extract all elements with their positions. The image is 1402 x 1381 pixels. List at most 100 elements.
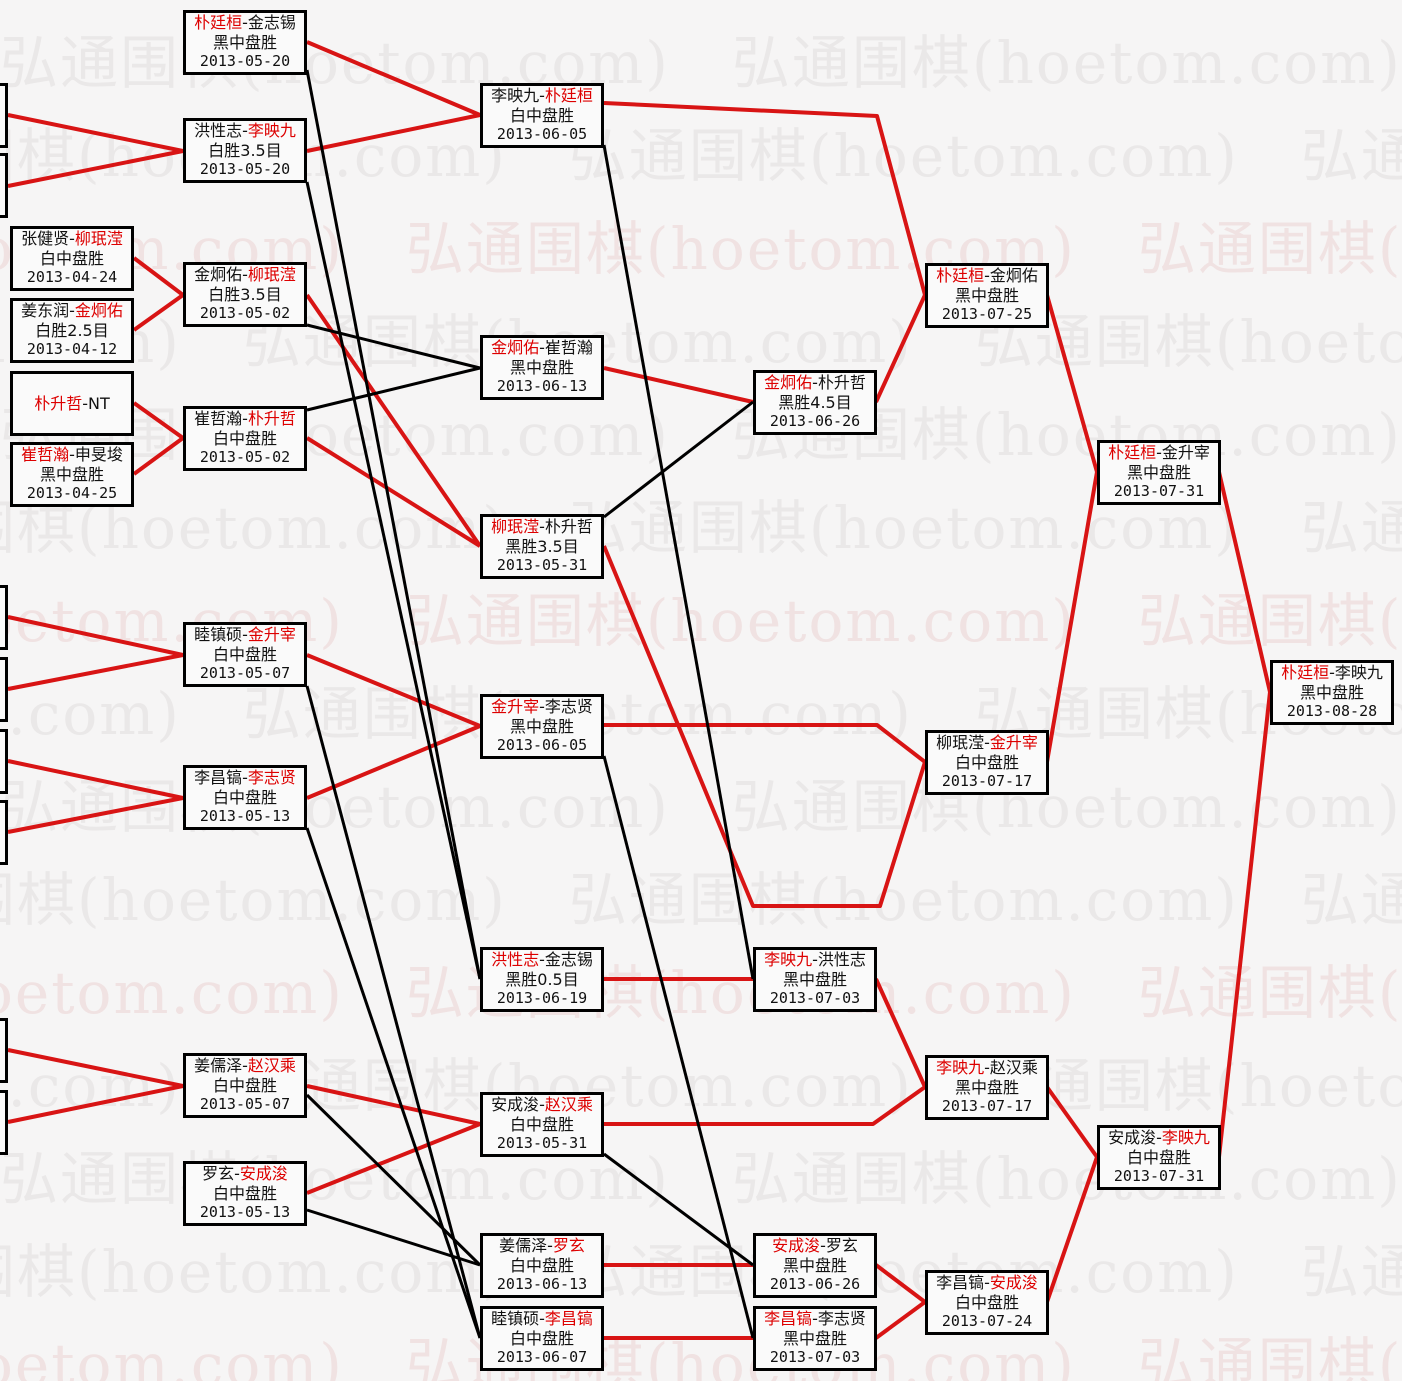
- match-players: 安成浚-罗玄: [756, 1236, 874, 1256]
- player-separator: -: [812, 373, 818, 393]
- player-name-2: 朴升哲: [544, 517, 593, 537]
- player-separator: -: [820, 1236, 826, 1256]
- player-name-2: 崔哲瀚: [544, 338, 593, 358]
- watermark-text: 弘通围棋(hoetom.com) 弘通围棋(hoetom.com) 弘通围棋(h…: [0, 866, 1402, 934]
- match-result: 白中盘胜: [954, 1292, 1019, 1312]
- winner-advance-line: [132, 401, 185, 440]
- match-box: 柳珉滢-朴升哲 黑胜3.5目 2013-05-31: [480, 514, 604, 579]
- player-name-1: 安成浚: [772, 1236, 821, 1256]
- player-separator: -: [69, 301, 75, 321]
- match-date: 2013-07-25: [941, 305, 1033, 324]
- player-name-2: 朴升哲: [247, 409, 296, 429]
- match-result: 白中盘胜: [212, 787, 277, 807]
- player-name-2: 李映九: [1161, 1128, 1210, 1148]
- player-separator: -: [242, 1056, 248, 1076]
- player-name-2: 金炯佑: [74, 301, 123, 321]
- match-box: 睦镇硕-李昌镐 白中盘胜 2013-06-07: [480, 1306, 604, 1371]
- match-box: 朴廷桓-金升宰 黑中盘胜 2013-07-31: [1097, 440, 1221, 505]
- match-box: 安成浚-李映九 白中盘胜 2013-07-31: [1097, 1125, 1221, 1190]
- match-date: 2013-05-20: [199, 52, 291, 71]
- winner-advance-line: [1045, 471, 1099, 763]
- player-separator: -: [234, 1164, 240, 1184]
- player-name-1: 李映九: [936, 1058, 985, 1078]
- match-players: 崔哲瀚-朴升哲: [186, 409, 304, 429]
- player-name-1: 金炯佑: [491, 338, 540, 358]
- match-date: 2013-07-24: [941, 1312, 1033, 1331]
- match-result: 黑中盘胜: [954, 1077, 1019, 1097]
- match-players: 崔哲瀚-申旻埈: [13, 445, 131, 465]
- player-name-2: 赵汉乘: [989, 1058, 1038, 1078]
- player-name-2: 洪性志: [817, 950, 866, 970]
- player-name-2: 李志贤: [544, 697, 593, 717]
- match-players: 洪性志-金志锡: [483, 950, 601, 970]
- match-date: 2013-06-26: [769, 1275, 861, 1294]
- winner-advance-line: [874, 294, 927, 403]
- player-separator: -: [539, 1095, 545, 1115]
- match-date: 2013-08-28: [1286, 702, 1378, 721]
- player-separator: -: [539, 1309, 545, 1329]
- player-separator: -: [242, 121, 248, 141]
- match-box: 李昌镐-李志贤 黑中盘胜 2013-07-03: [753, 1306, 877, 1371]
- match-players: 朴廷桓-李映九: [1273, 663, 1391, 683]
- winner-advance-line: [1045, 294, 1099, 473]
- player-separator: -: [242, 409, 248, 429]
- match-result: 黑中盘胜: [782, 1255, 847, 1275]
- match-players: 睦镇硕-李昌镐: [483, 1309, 601, 1329]
- player-name-1: 罗玄: [202, 1164, 235, 1184]
- player-separator: -: [1329, 663, 1335, 683]
- match-box: 张健贤-柳珉滢 白中盘胜 2013-04-24: [10, 226, 134, 291]
- match-result: 白中盘胜: [509, 105, 574, 125]
- player-name-1: 李昌镐: [936, 1273, 985, 1293]
- match-result: 白胜3.5目: [208, 284, 282, 304]
- match-date: 2013-04-12: [26, 340, 118, 359]
- match-date: 2013-06-19: [496, 989, 588, 1008]
- match-players: 姜东润-金炯佑: [13, 301, 131, 321]
- player-separator: -: [539, 517, 545, 537]
- player-name-2: 朴升哲: [817, 373, 866, 393]
- player-separator: -: [539, 950, 545, 970]
- player-separator: -: [984, 266, 990, 286]
- winner-advance-line: [1217, 691, 1272, 1158]
- match-date: 2013-06-07: [496, 1348, 588, 1367]
- player-name-1: 朴廷桓: [1108, 443, 1157, 463]
- match-players: 李映九-赵汉乘: [928, 1058, 1046, 1078]
- player-name-2: 罗玄: [825, 1236, 858, 1256]
- match-players: 李映九-朴廷桓: [483, 86, 601, 106]
- player-name-2: 金志锡: [544, 950, 593, 970]
- winner-advance-line: [132, 256, 185, 297]
- match-result: 黑中盘胜: [954, 285, 1019, 305]
- match-players: 安成浚-赵汉乘: [483, 1095, 601, 1115]
- winner-advance-line: [306, 653, 481, 728]
- match-box: 崔哲瀚-申旻埈 黑中盘胜 2013-04-25: [10, 442, 134, 507]
- player-name-1: 李昌镐: [194, 768, 243, 788]
- player-separator: -: [812, 1309, 818, 1329]
- loser-drop-line: [603, 1152, 754, 1267]
- player-name-1: 安成浚: [491, 1095, 540, 1115]
- match-players: 金炯佑-柳珉滢: [186, 265, 304, 285]
- player-name-1: 安成浚: [1108, 1128, 1157, 1148]
- player-separator: -: [82, 393, 89, 413]
- player-separator: -: [539, 697, 545, 717]
- match-players: 柳珉滢-朴升哲: [483, 517, 601, 537]
- player-separator: -: [242, 768, 248, 788]
- winner-advance-line: [874, 1300, 927, 1340]
- winner-advance-line: [604, 723, 927, 764]
- player-name-2: 李映九: [247, 121, 296, 141]
- match-date: 2013-05-13: [199, 807, 291, 826]
- player-name-2: 李昌镐: [544, 1309, 593, 1329]
- player-name-2: 柳珉滢: [247, 265, 296, 285]
- player-separator: -: [69, 229, 75, 249]
- winner-advance-line: [306, 724, 481, 800]
- winner-advance-line: [1217, 471, 1272, 693]
- match-result: 白中盘胜: [954, 752, 1019, 772]
- match-result: 白中盘胜: [509, 1255, 574, 1275]
- match-players: 金炯佑-崔哲瀚: [483, 338, 601, 358]
- match-result: 白胜3.5目: [208, 140, 282, 160]
- player-separator: -: [539, 86, 545, 106]
- winner-advance-line: [7, 113, 184, 153]
- player-separator: -: [242, 625, 248, 645]
- winner-advance-line: [603, 366, 754, 404]
- loser-drop-line: [306, 366, 481, 412]
- match-result: 白中盘胜: [1126, 1147, 1191, 1167]
- player-separator: -: [984, 1273, 990, 1293]
